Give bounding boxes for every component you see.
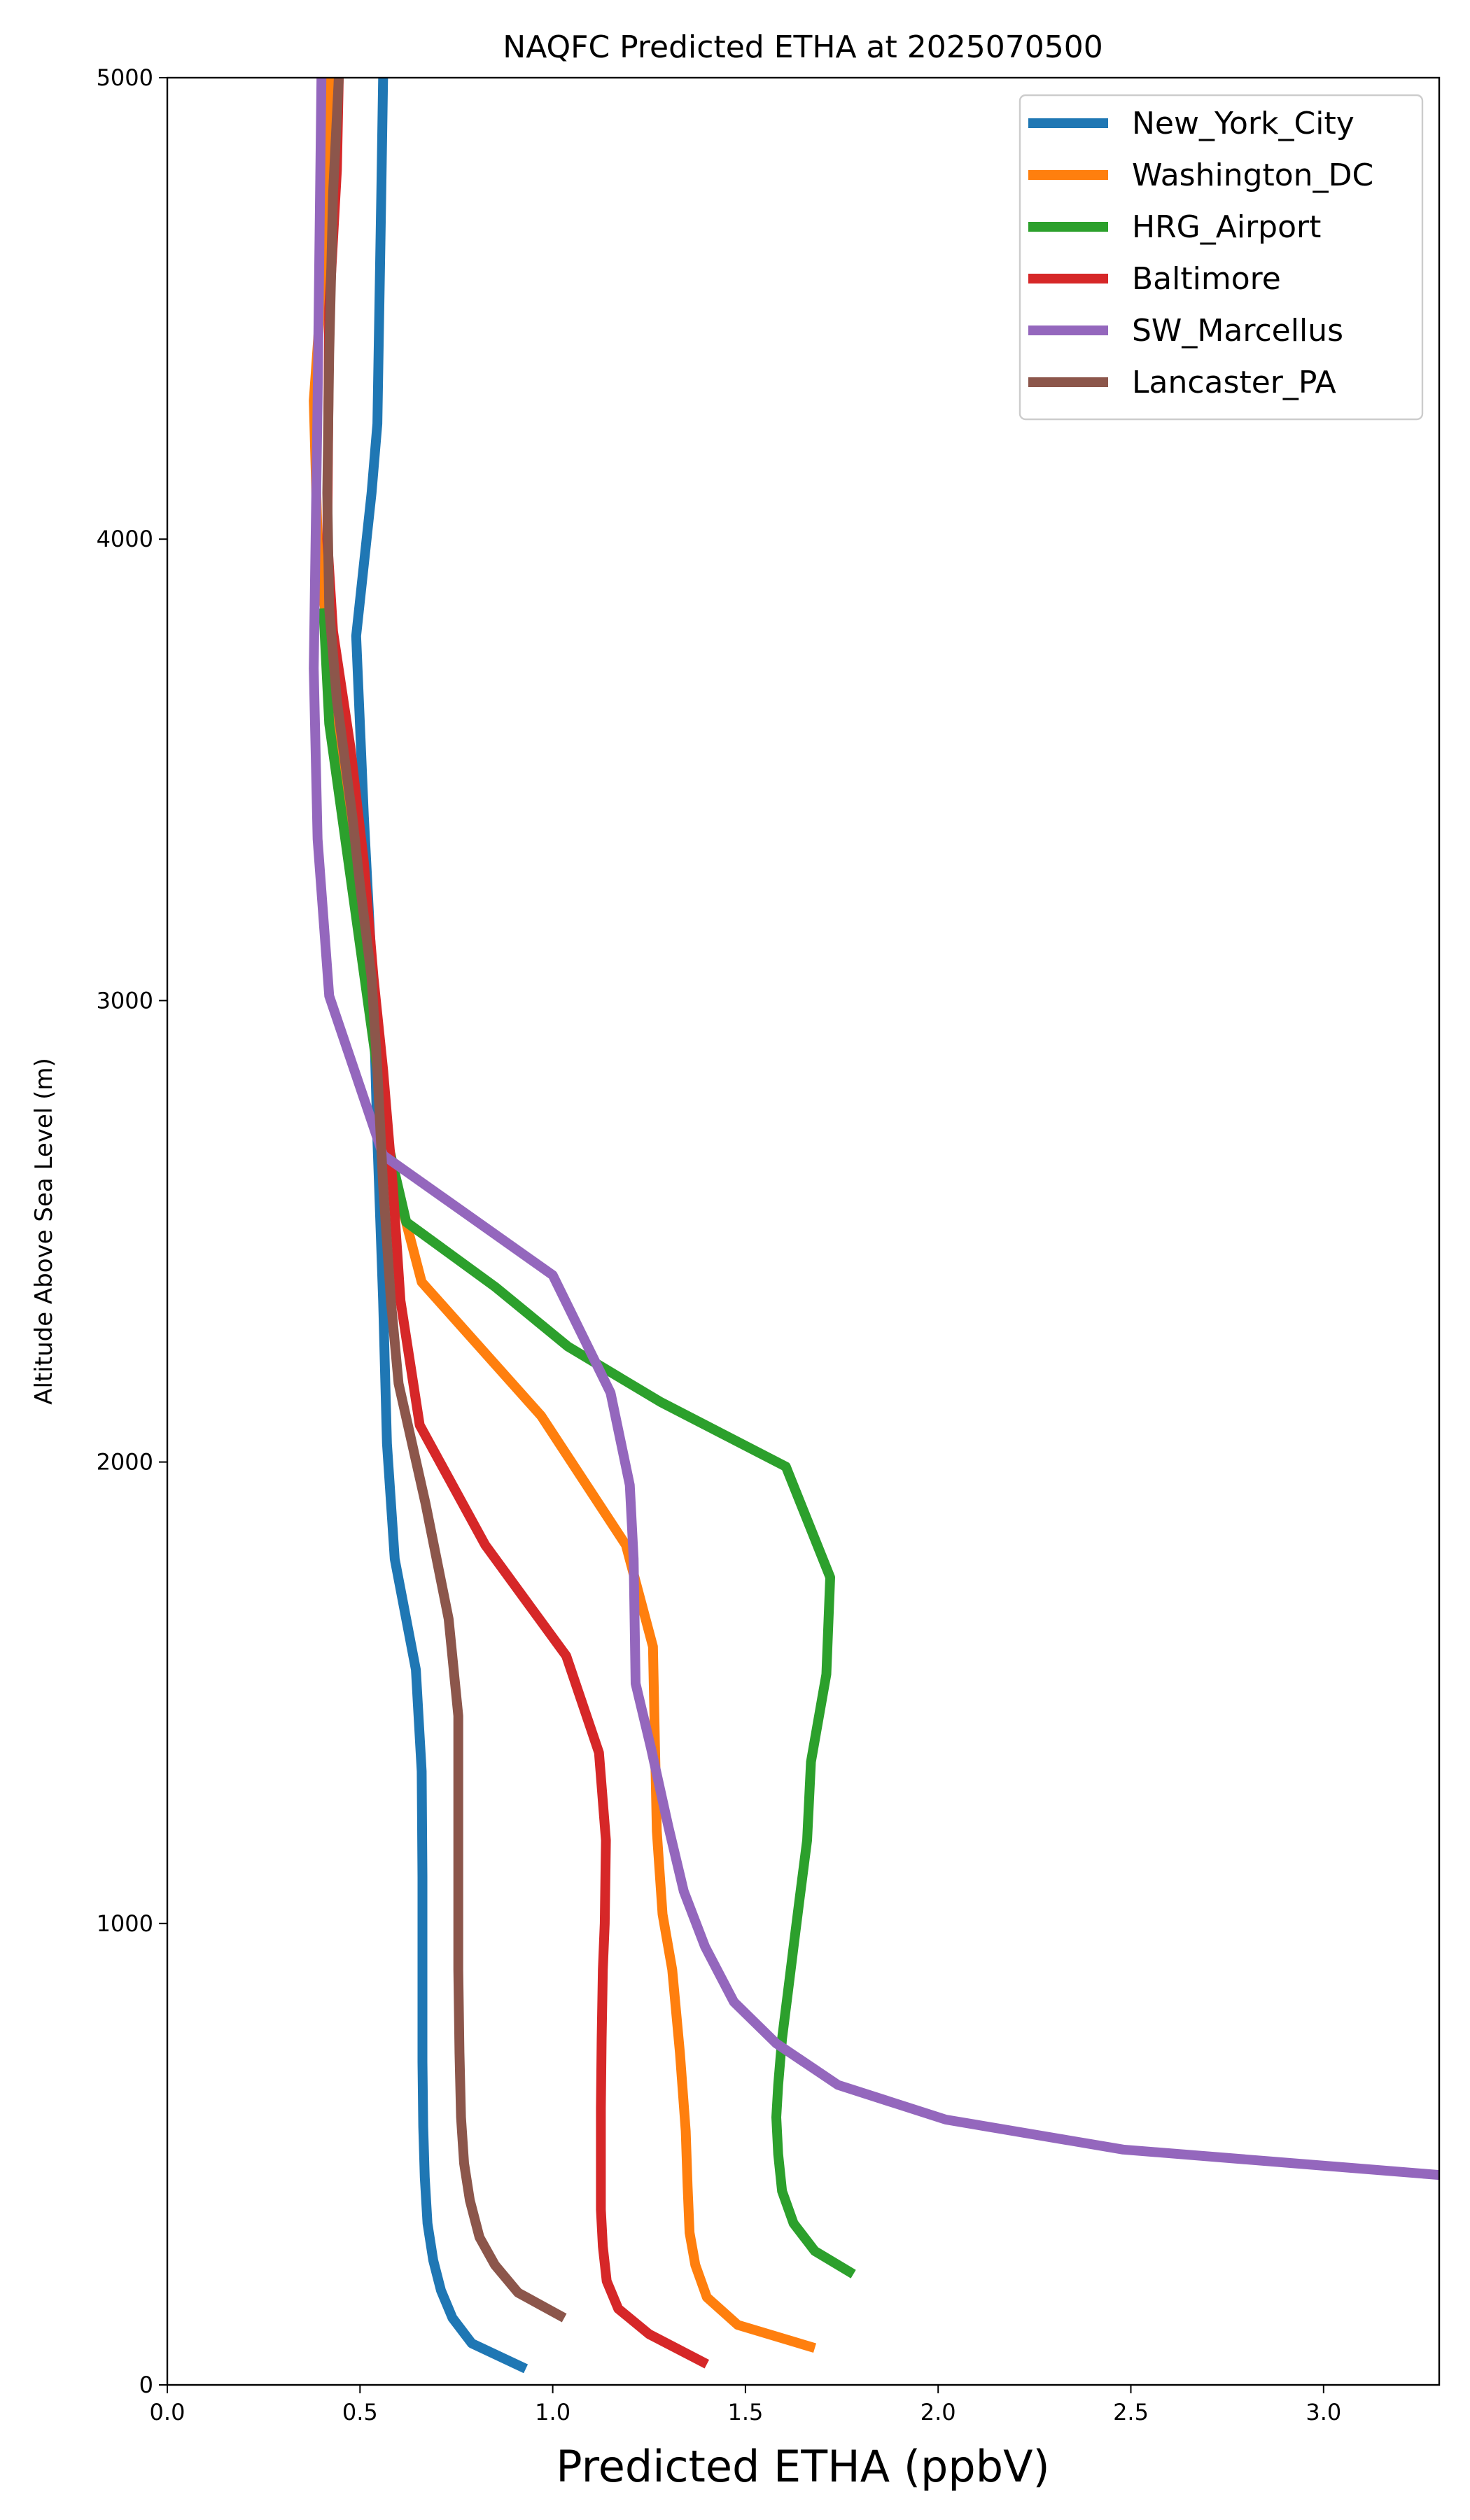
y-tick-label: 1000 [97, 1910, 153, 1937]
y-tick-label: 3000 [97, 987, 153, 1014]
x-tick-label: 1.5 [727, 2399, 763, 2426]
legend-items: New_York_City Washington_DC HRG_Airport Bal… [1028, 106, 1373, 400]
series-line-sw-marcellus [309, 78, 1439, 2180]
x-tick-label: 3.0 [1306, 2399, 1341, 2426]
x-tick-label: 1.0 [535, 2399, 570, 2426]
x-axis-label: Predicted ETHA (ppbV) [556, 2441, 1049, 2492]
y-axis-label: Altitude Above Sea Level (m) [30, 1058, 58, 1405]
legend-label-lancaster-pa: Lancaster_PA [1132, 365, 1336, 400]
x-tick-label: 0.0 [150, 2399, 186, 2426]
legend-label-washington-dc: Washington_DC [1132, 158, 1373, 193]
y-axis-ticks: 0 1000 2000 3000 4000 5000 [97, 64, 167, 2398]
y-tick-label: 4000 [97, 526, 153, 552]
plot-frame [166, 76, 1441, 2386]
series-line-lancaster-pa [322, 78, 567, 2323]
y-tick-label: 0 [139, 2372, 153, 2398]
x-tick-label: 0.5 [342, 2399, 378, 2426]
legend-label-new-york-city: New_York_City [1132, 106, 1354, 141]
x-axis-ticks: 0.0 0.5 1.0 1.5 2.0 2.5 3.0 [150, 2385, 1341, 2426]
chart-title: NAQFC Predicted ETHA at 2025070500 [503, 29, 1102, 65]
y-tick-label: 5000 [97, 64, 153, 91]
x-tick-label: 2.5 [1113, 2399, 1149, 2426]
legend-box [1018, 94, 1424, 421]
y-tick-label: 2000 [97, 1449, 153, 1476]
legend: New_York_City Washington_DC HRG_Airport Bal… [1018, 94, 1424, 421]
legend-label-sw-marcellus: SW_Marcellus [1132, 313, 1343, 349]
legend-label-hrg-airport: HRG_Airport [1132, 209, 1321, 245]
series-layer [309, 78, 1439, 2374]
legend-label-baltimore: Baltimore [1132, 261, 1281, 297]
x-tick-label: 2.0 [920, 2399, 956, 2426]
series-line-new-york-city [351, 78, 528, 2374]
